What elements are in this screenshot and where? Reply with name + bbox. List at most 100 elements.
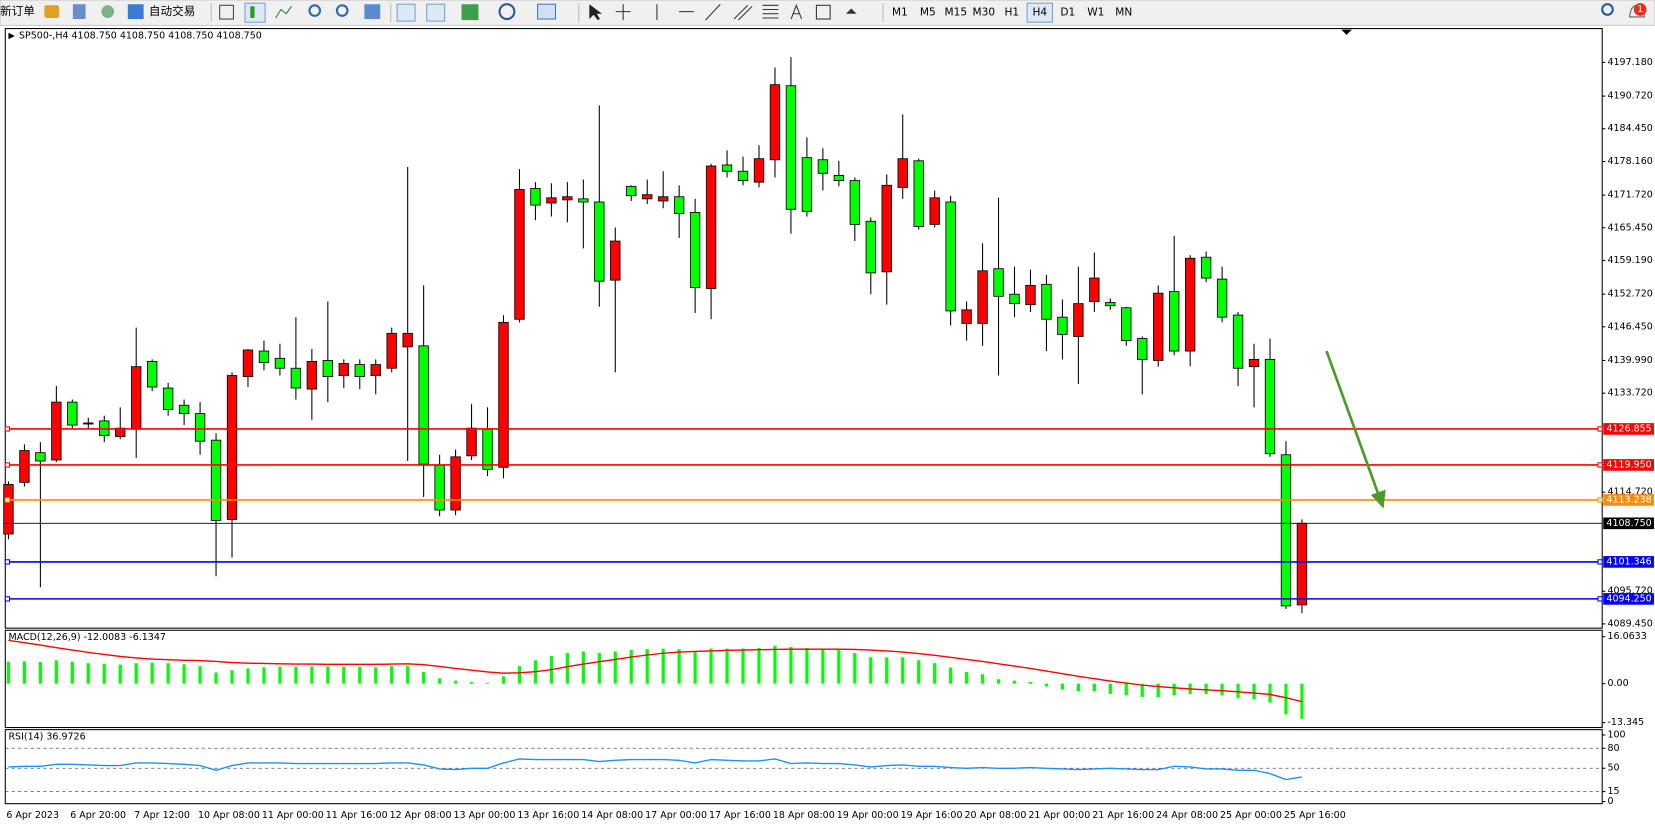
y-tick-label: 4178.160: [1607, 156, 1652, 167]
candle-body: [450, 456, 461, 511]
channel-button[interactable]: [733, 4, 753, 21]
candle-chart-button[interactable]: [244, 2, 266, 23]
candle-body: [849, 180, 860, 225]
line-handle: [1597, 462, 1603, 468]
candle-body: [1200, 256, 1212, 279]
timeframe-button[interactable]: W1: [1087, 7, 1104, 19]
zoom-in-button[interactable]: [308, 4, 322, 17]
candle-body: [801, 157, 813, 212]
line-chart-button[interactable]: [275, 6, 292, 19]
autoscroll-button[interactable]: [396, 3, 416, 22]
timeframe-button[interactable]: H4: [1032, 7, 1047, 19]
icon[interactable]: [127, 4, 144, 20]
candle-body: [785, 85, 797, 210]
price-label-box: [1603, 593, 1654, 605]
x-tick-label: 25 Apr 16:00: [1284, 810, 1346, 821]
candle-body: [1121, 307, 1132, 342]
auto-trading-button[interactable]: 自动交易: [149, 4, 195, 18]
crosshair-button[interactable]: [615, 4, 631, 21]
chart-shift-button[interactable]: [426, 3, 446, 22]
icon[interactable]: [72, 4, 86, 20]
x-tick-label: 7 Apr 12:00: [134, 810, 190, 821]
price-label-box: [1603, 517, 1654, 530]
price-label-box: [1603, 459, 1654, 471]
timeframe-button[interactable]: MN: [1115, 7, 1132, 19]
icon[interactable]: [101, 5, 115, 18]
macd-bar: [501, 676, 506, 684]
candle-body: [418, 345, 429, 465]
indicators-button[interactable]: [461, 4, 479, 21]
candle-body: [817, 159, 829, 174]
price-label: 4094.250: [1606, 593, 1651, 604]
candle-body: [1280, 454, 1292, 607]
candle-body: [961, 309, 972, 324]
candle-body: [498, 321, 509, 468]
new-order-button[interactable]: 新订单: [0, 4, 35, 18]
macd-bar: [1140, 683, 1144, 697]
candle-body: [434, 464, 445, 511]
y-tick-label: 80: [1607, 743, 1619, 754]
timeframe-button[interactable]: M1: [892, 7, 908, 19]
macd-bar: [1236, 683, 1240, 699]
timeframe-button[interactable]: D1: [1060, 7, 1075, 19]
macd-bar: [789, 647, 793, 684]
price-label: 4113.238: [1606, 494, 1651, 505]
icon[interactable]: [44, 5, 60, 18]
search-button[interactable]: [1601, 3, 1614, 16]
timeframe-bar: M1 M5 M15 M30 H1 H4 D1 W1 MN: [892, 2, 1132, 23]
candle-body: [1264, 358, 1276, 455]
candle-body: [1089, 277, 1100, 302]
macd-bar: [182, 664, 186, 684]
macd-bar: [661, 648, 665, 684]
macd-bar: [1156, 683, 1160, 698]
drawn-arrow-head: [1370, 489, 1386, 509]
candle-body: [881, 184, 892, 273]
macd-bar: [102, 663, 106, 684]
candle-body: [354, 364, 365, 378]
candle-body: [146, 361, 158, 388]
macd-bar: [1252, 683, 1256, 700]
candle-body: [1057, 316, 1068, 335]
macd-bar: [996, 679, 1001, 684]
chart-title: SP500-,H4 4108.750 4108.750 4108.750 410…: [19, 30, 262, 41]
y-tick-label: 4184.450: [1607, 123, 1652, 134]
arrows-button[interactable]: [845, 8, 857, 14]
trendline-button[interactable]: [705, 3, 721, 21]
candle-body: [258, 350, 270, 363]
timeframe-button[interactable]: M30: [973, 7, 996, 19]
label-button[interactable]: [815, 4, 831, 20]
candle-body: [1248, 358, 1260, 368]
candle-body: [162, 387, 174, 410]
macd-bar: [22, 661, 27, 684]
text-button[interactable]: [790, 3, 803, 20]
periods-button[interactable]: [498, 3, 516, 21]
timeframe-button[interactable]: M5: [920, 7, 936, 19]
price-label: 4101.346: [1606, 556, 1651, 567]
candle-body: [705, 165, 717, 289]
macd-bar: [422, 671, 426, 684]
x-tick-label: 21 Apr 00:00: [1028, 810, 1090, 821]
candle-body: [945, 201, 956, 312]
cursor-button[interactable]: [589, 4, 603, 21]
candle-body: [913, 160, 924, 227]
candle-body: [210, 439, 222, 521]
macd-bar: [725, 648, 729, 684]
timeframe-button[interactable]: H1: [1004, 7, 1019, 19]
y-tick-label: 0.00: [1607, 678, 1628, 689]
macd-bar: [613, 651, 617, 684]
active-timeframe: [1026, 2, 1053, 23]
macd-bar: [565, 652, 569, 684]
line-handle: [1597, 596, 1603, 602]
macd-bar: [805, 647, 809, 684]
bar-chart-button[interactable]: [219, 4, 234, 20]
tile-button[interactable]: [364, 4, 381, 20]
timeframe-button[interactable]: M15: [945, 7, 968, 19]
zoom-out-button[interactable]: [335, 4, 349, 17]
toolbar: [0, 0, 1655, 26]
macd-bar: [214, 672, 218, 684]
icon: [250, 6, 255, 18]
fibo-button[interactable]: [762, 4, 779, 19]
y-tick-label: 4139.990: [1607, 355, 1652, 366]
macd-bar: [262, 667, 266, 684]
templates-button[interactable]: [537, 3, 557, 20]
